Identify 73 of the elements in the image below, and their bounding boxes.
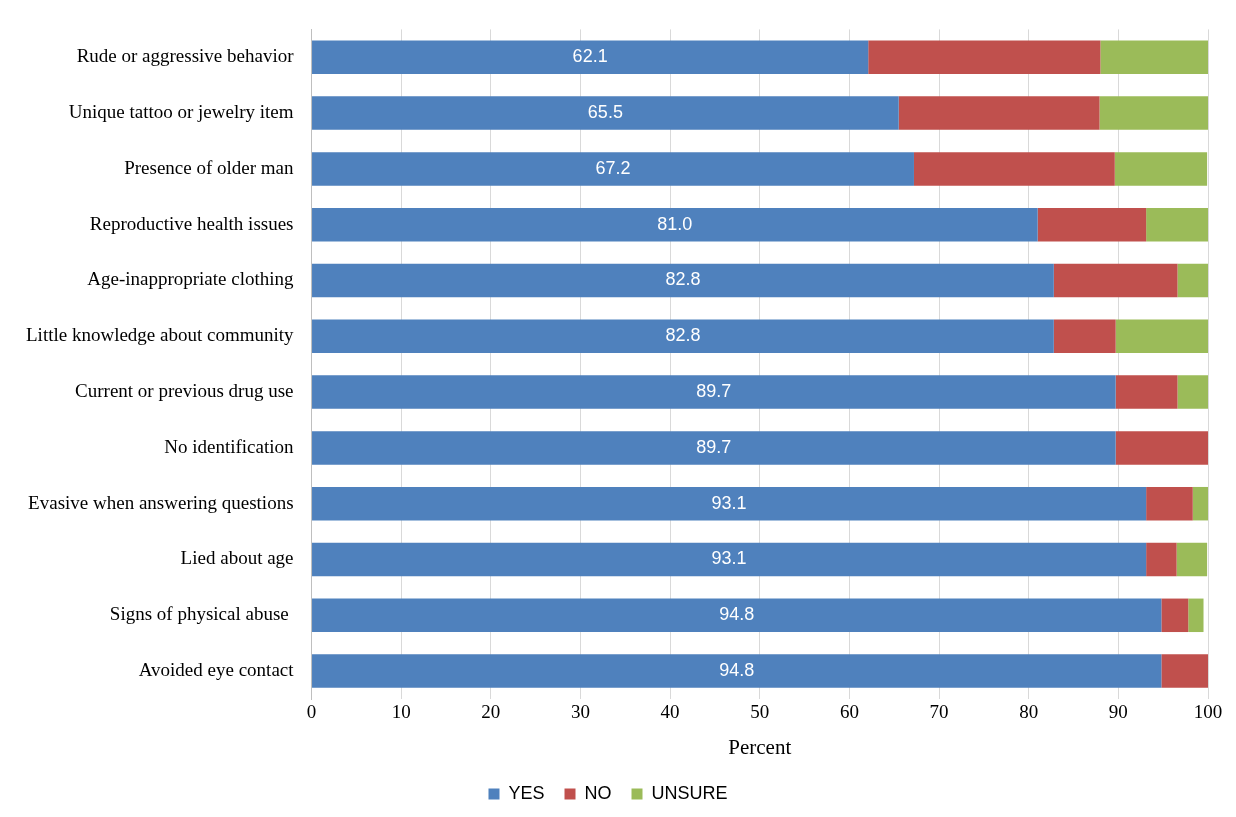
bar bbox=[1115, 375, 1178, 409]
bar bbox=[312, 207, 1038, 242]
bar bbox=[898, 96, 1100, 130]
bar bbox=[312, 486, 1147, 521]
bar bbox=[1099, 96, 1208, 130]
x-tick-label: 100 bbox=[1193, 701, 1223, 723]
x-axis-title: Percent bbox=[728, 734, 792, 759]
bar bbox=[1188, 598, 1204, 633]
bar bbox=[1100, 40, 1208, 75]
bar bbox=[312, 96, 899, 130]
y-tick-label: Rude or aggressive behavior bbox=[76, 45, 295, 67]
bar bbox=[868, 40, 1101, 75]
data-label: 89.7 bbox=[696, 436, 732, 457]
data-label: 82.8 bbox=[665, 269, 701, 290]
data-label: 62.1 bbox=[572, 46, 608, 67]
bar bbox=[1114, 152, 1208, 186]
data-label: 89.7 bbox=[696, 381, 732, 402]
bar bbox=[312, 152, 914, 186]
bar bbox=[312, 375, 1116, 409]
bar bbox=[1146, 486, 1193, 521]
y-tick-label: Current or previous drug use bbox=[75, 380, 294, 402]
data-label: 94.8 bbox=[719, 660, 755, 681]
y-tick-label: Lied about age bbox=[180, 547, 294, 569]
bar bbox=[1192, 486, 1208, 521]
legend-label: NO bbox=[584, 782, 612, 803]
x-tick-label: 40 bbox=[660, 701, 680, 723]
bar bbox=[1115, 431, 1208, 465]
data-label: 94.8 bbox=[719, 604, 755, 625]
data-label: 65.5 bbox=[587, 102, 623, 123]
bar bbox=[1161, 598, 1189, 633]
bar bbox=[312, 598, 1162, 633]
y-tick-label: Avoided eye contact bbox=[138, 659, 295, 681]
y-tick-label: Reproductive health issues bbox=[89, 212, 294, 234]
bar bbox=[1146, 542, 1177, 577]
bar bbox=[1161, 654, 1208, 688]
y-tick-label: Age-inappropriate clothing bbox=[87, 268, 295, 290]
data-label: 93.1 bbox=[711, 492, 747, 513]
bar bbox=[1177, 375, 1208, 409]
data-label: 67.2 bbox=[595, 157, 631, 178]
legend-label: UNSURE bbox=[651, 782, 728, 803]
x-tick-label: 90 bbox=[1108, 701, 1128, 723]
x-tick-label: 10 bbox=[391, 701, 411, 723]
x-tick-label: 0 bbox=[306, 701, 317, 723]
y-tick-label: Unique tattoo or jewelry item bbox=[68, 101, 294, 123]
data-label: 93.1 bbox=[711, 548, 747, 569]
x-tick-label: 80 bbox=[1019, 701, 1039, 723]
legend-label: YES bbox=[508, 782, 545, 803]
bar bbox=[312, 319, 1054, 354]
bar bbox=[1053, 319, 1116, 354]
y-tick-label: No identification bbox=[164, 435, 295, 457]
x-tick-label: 50 bbox=[750, 701, 770, 723]
bar bbox=[312, 542, 1147, 577]
bar bbox=[312, 40, 869, 75]
y-tick-label: Little knowledge about community bbox=[26, 324, 295, 346]
bar bbox=[1053, 263, 1178, 298]
y-tick-label: Evasive when answering questions bbox=[28, 491, 294, 513]
bar bbox=[1115, 319, 1208, 354]
bar bbox=[913, 152, 1115, 186]
bar bbox=[312, 654, 1162, 688]
bar bbox=[312, 431, 1116, 465]
data-label: 81.0 bbox=[657, 213, 693, 234]
x-tick-label: 70 bbox=[929, 701, 949, 723]
bar bbox=[1177, 263, 1208, 298]
x-tick-label: 20 bbox=[481, 701, 501, 723]
y-tick-label: Signs of physical abuse bbox=[109, 603, 294, 625]
x-tick-label: 30 bbox=[570, 701, 590, 723]
bar bbox=[1176, 542, 1208, 577]
bar bbox=[1037, 207, 1147, 242]
bar bbox=[1146, 207, 1208, 242]
y-tick-label: Presence of older man bbox=[124, 156, 295, 178]
bar bbox=[312, 263, 1054, 298]
data-label: 82.8 bbox=[665, 325, 701, 346]
x-tick-label: 60 bbox=[839, 701, 859, 723]
